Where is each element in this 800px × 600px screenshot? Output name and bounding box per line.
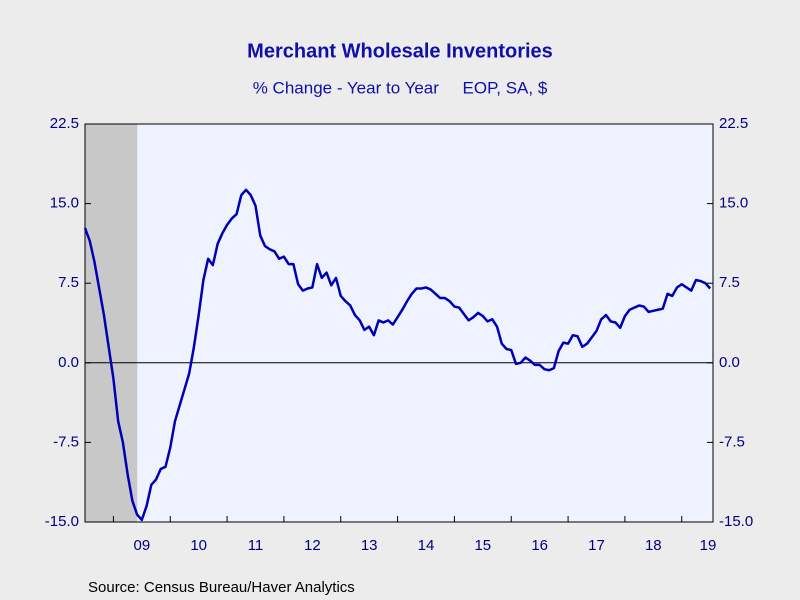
x-tick-label: 18 — [645, 537, 662, 554]
chart-subtitle: % Change - Year to Year EOP, SA, $ — [253, 78, 548, 97]
source: Source: Census Bureau/Haver Analytics — [88, 579, 355, 596]
plot-frame — [84, 123, 714, 523]
y2-tick-label: -15.0 — [719, 513, 753, 530]
y-tick-label: 0.0 — [58, 354, 79, 371]
x-tick-label: 12 — [304, 537, 321, 554]
chart-title: Merchant Wholesale Inventories — [247, 40, 553, 62]
y-tick-label: 7.5 — [58, 274, 79, 291]
y2-tick-label: 22.5 — [719, 115, 748, 132]
x-tick-label: 16 — [531, 537, 548, 554]
x-tick-label: 10 — [190, 537, 207, 554]
x-tick-label: 19 — [700, 537, 717, 554]
x-tick-label: 11 — [248, 537, 264, 554]
data-line — [83, 188, 712, 522]
y2-tick-label: -7.5 — [719, 433, 745, 450]
y-tick-label: -7.5 — [53, 433, 79, 450]
y2-tick-label: 0.0 — [719, 354, 740, 371]
x-tick-label: 13 — [361, 537, 378, 554]
x-tick-label: 09 — [133, 537, 150, 554]
y2-tick-label: 7.5 — [719, 274, 740, 291]
x-tick-label: 14 — [418, 537, 435, 554]
x-tick-label: 17 — [588, 537, 605, 554]
y2-tick-label: 15.0 — [719, 195, 748, 212]
y-tick-label: 15.0 — [50, 195, 79, 212]
plot-area — [85, 124, 713, 522]
x-tick-label: 15 — [474, 537, 491, 554]
y-tick-label: 22.5 — [50, 115, 79, 132]
recession-shading — [85, 124, 138, 522]
y-tick-label: -15.0 — [45, 513, 79, 530]
